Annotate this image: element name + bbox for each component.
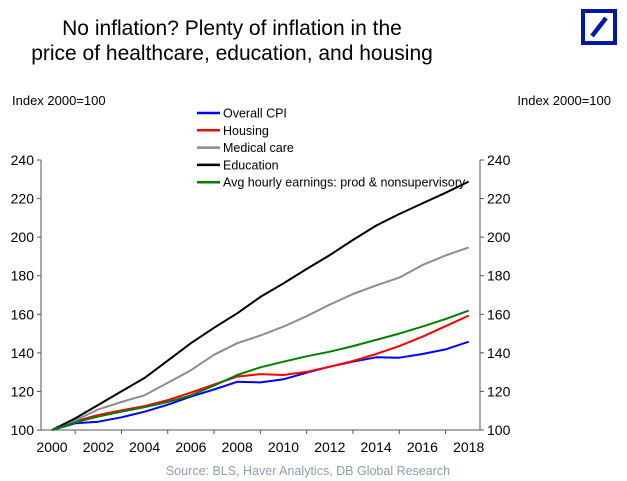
y-tick-label-right: 140 [487, 345, 511, 361]
x-tick-label: 2012 [314, 439, 345, 455]
legend-label: Overall CPI [223, 107, 287, 121]
legend-label: Education [223, 158, 279, 172]
x-tick-label: 2000 [36, 439, 67, 455]
legend-label: Avg hourly earnings: prod & nonsuperviso… [223, 176, 466, 190]
y-tick-label-right: 200 [487, 229, 511, 245]
y-tick-label-right: 240 [487, 152, 511, 168]
y-tick-label-right: 180 [487, 268, 511, 284]
y-tick-label-left: 120 [11, 383, 35, 399]
x-tick-label: 2006 [175, 439, 206, 455]
y-tick-label-right: 220 [487, 191, 511, 207]
y-tick-label-left: 140 [11, 345, 35, 361]
y-axis-right-label: Index 2000=100 [517, 93, 611, 108]
chart-title-line-2: price of healthcare, education, and hous… [31, 42, 433, 65]
y-tick-label-left: 220 [11, 191, 35, 207]
legend: Overall CPI Housing Medical care Education A… [197, 107, 466, 190]
y-tick-label-left: 160 [11, 306, 35, 322]
x-tick-label: 2014 [361, 439, 392, 455]
deutsche-bank-logo [581, 9, 617, 45]
y-tick-label-right: 160 [487, 306, 511, 322]
x-tick-label: 2002 [83, 439, 114, 455]
series-line-medical-care [51, 246, 470, 431]
series-line-housing [51, 314, 470, 431]
series-line-avg-hourly-earnings-prod-nonsupervisory [51, 309, 470, 431]
y-tick-label-left: 240 [11, 152, 35, 168]
legend-label: Housing [223, 124, 269, 138]
x-tick-label: 2016 [407, 439, 438, 455]
logo-square [581, 9, 617, 45]
legend-label: Medical care [223, 141, 294, 155]
y-tick-label-left: 200 [11, 229, 35, 245]
series-lines [51, 180, 470, 431]
y-tick-label-right: 120 [487, 383, 511, 399]
y-tick-label-left: 100 [11, 422, 35, 438]
source-note: Source: BLS, Haver Analytics, DB Global … [166, 464, 450, 478]
x-tick-label: 2010 [268, 439, 299, 455]
logo-slash [590, 16, 608, 38]
x-tick-label: 2018 [453, 439, 484, 455]
y-tick-label-left: 180 [11, 268, 35, 284]
y-tick-label-right: 100 [487, 422, 511, 438]
axes: 100 100 120 120 140 140 160 160 180 180 200 200 220 2… [11, 152, 511, 455]
chart-title-line-1: No inflation? Plenty of inflation in the [62, 17, 402, 40]
y-axis-left-label: Index 2000=100 [12, 93, 106, 108]
series-line-education [51, 180, 470, 431]
x-tick-label: 2008 [222, 439, 253, 455]
x-tick-label: 2004 [129, 439, 160, 455]
series-line-overall-cpi [51, 340, 470, 431]
